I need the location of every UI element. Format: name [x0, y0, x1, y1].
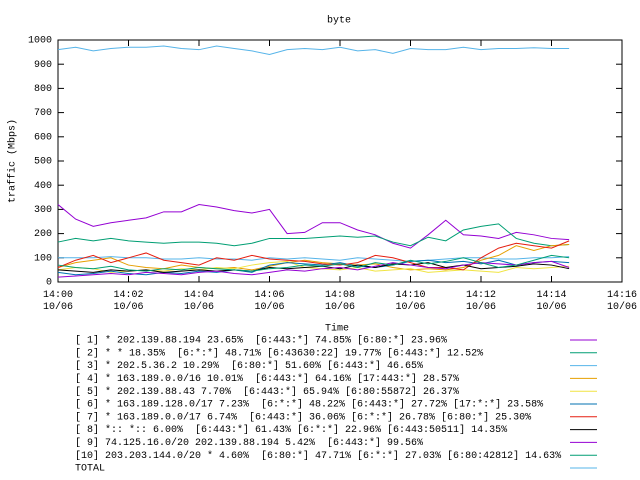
x-tick-label: 14:00 10/06	[42, 290, 73, 313]
legend-label: [ 2] * * 18.35% [6:*:*] 48.71% [6:43630:…	[75, 347, 483, 359]
x-tick-label: 14:04 10/06	[183, 290, 214, 313]
y-tick-label: 400	[34, 181, 52, 192]
series-line	[57, 260, 570, 278]
x-axis-label: Time	[325, 323, 349, 335]
chart-title: byte	[327, 15, 351, 27]
series-line	[57, 243, 570, 271]
y-tick-label: 900	[34, 60, 52, 71]
series-line	[57, 262, 570, 273]
x-tick-label: 14:06 10/06	[254, 290, 285, 313]
legend-label: [ 5] * 202.139.88.43 7.70% [6:443:*] 65.…	[75, 386, 459, 398]
legend-label: [ 6] * 163.189.128.0/17 7.23% [6:*:*] 48…	[75, 399, 543, 411]
y-tick-label: 100	[34, 253, 52, 264]
x-tick-label: 14:08 10/06	[324, 290, 355, 313]
legend-label: [ 4] * 163.189.0.0/16 10.01% [6:443:*] 6…	[75, 373, 459, 385]
y-tick-label: 0	[46, 278, 52, 289]
x-tick-label: 14:16 10/06	[606, 290, 637, 313]
series-line	[57, 204, 570, 249]
series-line	[57, 223, 570, 247]
y-axis-label: traffic (Mbps)	[7, 119, 19, 203]
legend-label: TOTAL	[75, 464, 105, 475]
legend-label: [ 1] * 202.139.88.194 23.65% [6:443:*] 7…	[75, 335, 447, 347]
x-tick-label: 14:12 10/06	[465, 290, 496, 313]
y-tick-label: 1000	[28, 36, 52, 47]
series-line	[58, 256, 570, 262]
x-tick-label: 14:10 10/06	[395, 290, 426, 313]
y-tick-label: 600	[34, 132, 52, 143]
legend-label: [ 8] *:: *:: 6.00% [6:443:*] 61.43% [6:*…	[75, 424, 507, 436]
legend-label: [ 3] * 202.5.36.2 10.29% [6:80:*] 51.60%…	[75, 360, 423, 372]
series-line	[57, 240, 570, 271]
y-tick-label: 300	[34, 205, 52, 216]
legend-label: [ 7] * 163.189.0.0/17 6.74% [6:443:*] 36…	[75, 411, 531, 423]
x-tick-label: 14:14 10/06	[536, 290, 567, 313]
series-line	[57, 45, 570, 56]
legend-label: [ 9] 74.125.16.0/20 202.139.88.194 5.42%…	[75, 437, 423, 449]
series-line	[57, 254, 570, 272]
y-tick-label: 700	[34, 108, 52, 119]
x-tick-label: 14:02 10/06	[113, 290, 144, 313]
y-tick-label: 500	[34, 157, 52, 168]
y-tick-label: 200	[34, 229, 52, 240]
y-tick-label: 800	[34, 84, 52, 95]
legend-label: [10] 203.203.144.0/20 * 4.60% [6:80:*] 4…	[75, 450, 561, 462]
